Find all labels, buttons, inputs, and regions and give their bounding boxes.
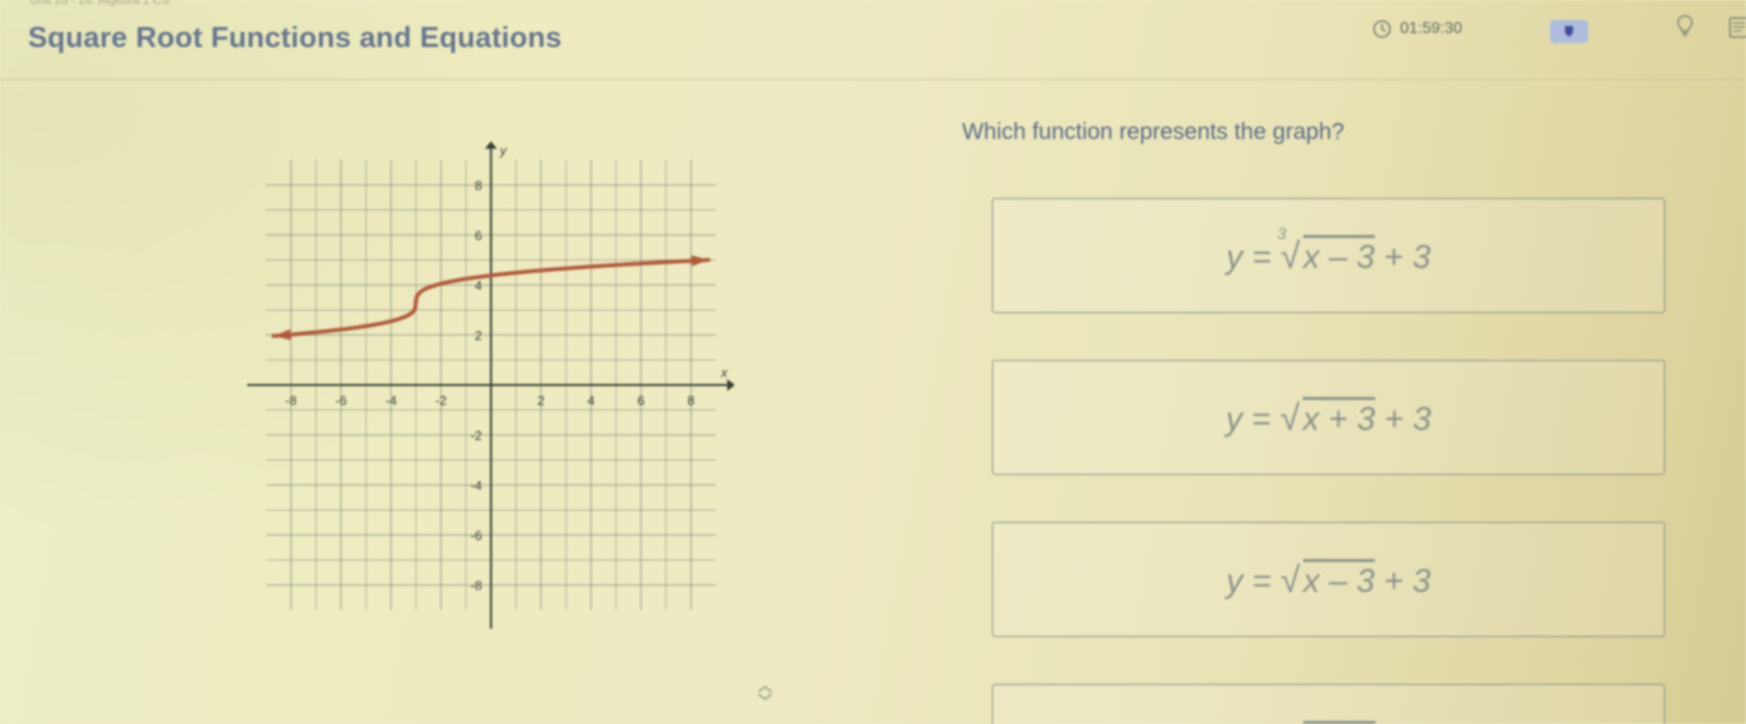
- svg-text:6: 6: [637, 393, 644, 408]
- svg-text:-4: -4: [385, 393, 397, 408]
- svg-text:-6: -6: [470, 528, 482, 543]
- svg-text:4: 4: [587, 393, 594, 408]
- svg-text:-8: -8: [285, 393, 297, 408]
- svg-text:-2: -2: [470, 428, 482, 443]
- svg-text:6: 6: [475, 228, 482, 243]
- svg-text:2: 2: [537, 393, 544, 408]
- svg-text:2: 2: [475, 328, 482, 343]
- svg-text:-2: -2: [435, 393, 447, 408]
- svg-text:8: 8: [475, 178, 482, 193]
- svg-text:-6: -6: [335, 393, 347, 408]
- svg-text:-4: -4: [470, 478, 482, 493]
- svg-text:-8: -8: [470, 578, 482, 593]
- svg-text:y: y: [499, 143, 508, 158]
- svg-text:4: 4: [475, 278, 482, 293]
- svg-text:8: 8: [687, 393, 694, 408]
- svg-text:x: x: [720, 365, 728, 380]
